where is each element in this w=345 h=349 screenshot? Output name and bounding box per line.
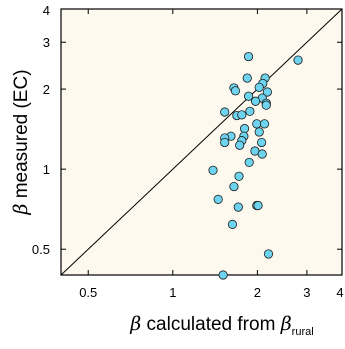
data-point	[254, 82, 264, 92]
tick-labels: 0.5 1 2 3 4 0.5 1 2 3 4	[32, 3, 344, 300]
data-point	[242, 73, 252, 83]
data-points	[208, 51, 303, 280]
data-point	[245, 106, 255, 116]
y-tick-label: 2	[43, 82, 50, 97]
data-point	[257, 149, 267, 159]
data-point	[293, 55, 303, 65]
data-point	[208, 165, 218, 175]
data-point	[262, 87, 272, 97]
data-point	[244, 157, 254, 168]
data-point	[261, 100, 271, 110]
data-point	[263, 249, 274, 259]
data-point	[250, 96, 261, 106]
data-point	[243, 91, 254, 101]
x-axis-label: β calculated from βrural	[129, 313, 313, 338]
data-point	[239, 124, 250, 134]
x-tick-label: 4	[336, 285, 343, 300]
data-point	[229, 181, 239, 192]
data-point	[233, 202, 243, 212]
data-point	[213, 194, 223, 204]
y-tick-label: 0.5	[32, 242, 50, 257]
data-point	[259, 119, 270, 129]
x-tick-label: 2	[254, 285, 261, 300]
data-point	[254, 127, 264, 137]
data-point	[218, 270, 228, 280]
x-tick-label: 1	[169, 285, 176, 300]
data-point	[220, 107, 230, 117]
one-to-one-line	[60, 8, 343, 276]
axis-ticks	[61, 8, 343, 275]
data-point	[243, 51, 254, 62]
data-point	[253, 200, 263, 211]
data-point	[234, 171, 244, 181]
data-point	[252, 119, 262, 129]
y-tick-label: 1	[43, 162, 50, 177]
data-point	[257, 137, 267, 148]
data-point	[235, 140, 245, 150]
y-axis-label: β measured (EC)	[10, 69, 32, 215]
x-tick-label: 0.5	[79, 285, 97, 300]
data-point	[230, 86, 241, 96]
y-tick-label: 4	[43, 3, 50, 18]
data-point	[227, 219, 238, 229]
x-tick-label: 3	[303, 285, 310, 300]
y-tick-label: 3	[43, 35, 50, 50]
data-point	[237, 110, 247, 120]
data-point	[220, 137, 230, 148]
